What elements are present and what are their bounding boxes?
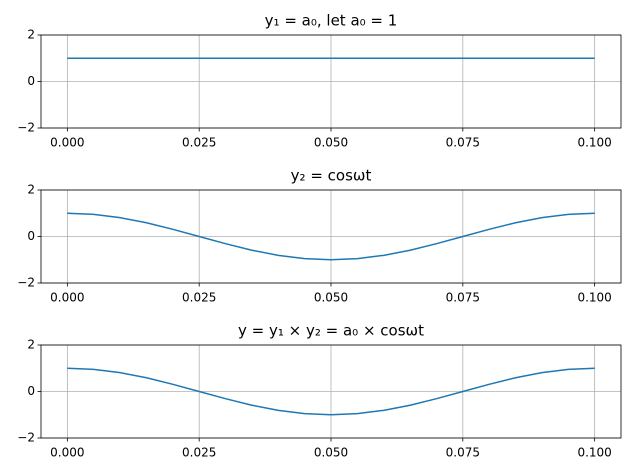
x-tick-label: 0.075	[446, 446, 480, 460]
x-tick-label: 0.000	[50, 291, 84, 305]
x-tick-label: 0.000	[50, 136, 84, 150]
y-tick-label: 2	[27, 183, 35, 197]
x-tick-label: 0.075	[446, 291, 480, 305]
x-tick-label: 0.075	[446, 136, 480, 150]
y-tick-label: 0	[27, 229, 35, 243]
x-tick-label: 0.050	[314, 446, 348, 460]
x-tick-label: 0.025	[182, 446, 216, 460]
x-tick-label: 0.100	[577, 446, 611, 460]
chart-title: y₂ = cosωt	[291, 167, 372, 185]
x-tick-label: 0.025	[182, 291, 216, 305]
y-tick-label: −2	[17, 431, 35, 445]
x-tick-label: 0.100	[577, 291, 611, 305]
x-tick-label: 0.000	[50, 446, 84, 460]
chart-title: y = y₁ × y₂ = a₀ × cosωt	[238, 322, 424, 340]
line	[67, 212, 595, 261]
chart-title: y₁ = a₀, let a₀ = 1	[265, 12, 398, 30]
line	[67, 367, 595, 416]
x-tick-label: 0.025	[182, 136, 216, 150]
y-tick-label: 0	[27, 384, 35, 398]
x-tick-label: 0.050	[314, 291, 348, 305]
y-tick-label: 2	[27, 28, 35, 42]
x-tick-label: 0.100	[577, 136, 611, 150]
axes-frame	[40, 34, 622, 129]
y-tick-label: −2	[17, 276, 35, 290]
axes-frame	[40, 189, 622, 284]
y-tick-label: 2	[27, 338, 35, 352]
y-tick-label: 0	[27, 74, 35, 88]
x-tick-label: 0.050	[314, 136, 348, 150]
axes-frame	[40, 344, 622, 439]
y-tick-label: −2	[17, 121, 35, 135]
